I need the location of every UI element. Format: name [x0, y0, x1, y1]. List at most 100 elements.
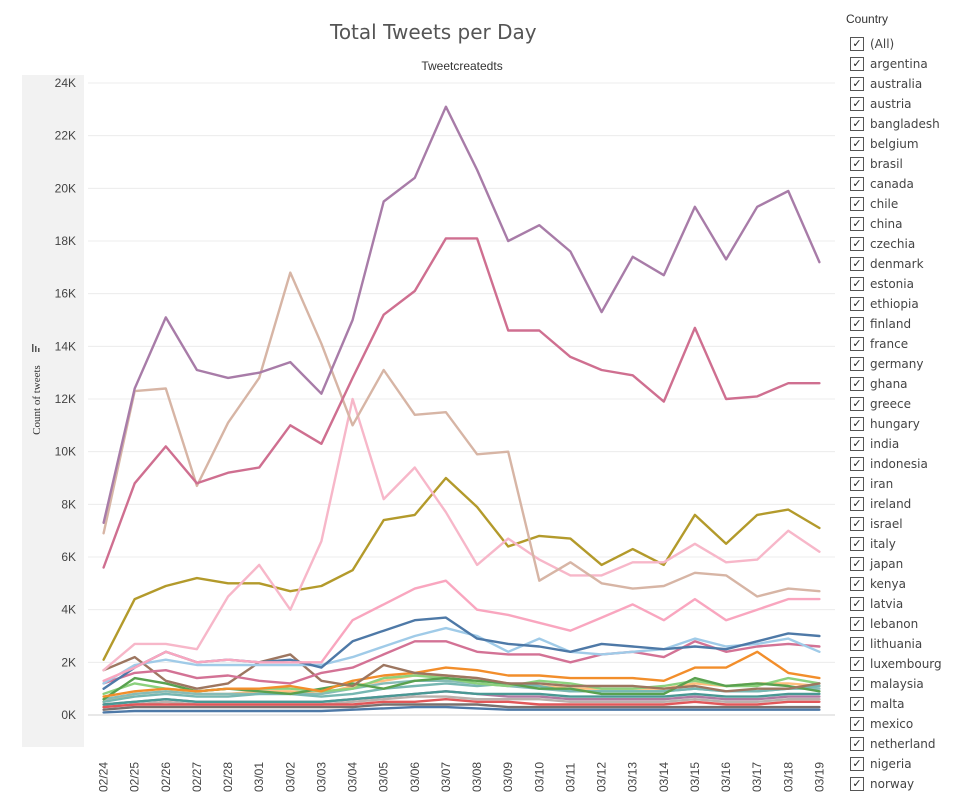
checkbox-checked-icon[interactable]: ✓	[850, 117, 864, 131]
series-line[interactable]	[102, 237, 821, 569]
checkbox-checked-icon[interactable]: ✓	[850, 217, 864, 231]
legend-item[interactable]: ✓ mexico	[846, 714, 968, 734]
checkbox-checked-icon[interactable]: ✓	[850, 737, 864, 751]
legend-item[interactable]: ✓ iran	[846, 474, 968, 494]
series-line[interactable]	[102, 105, 821, 524]
legend-item[interactable]: ✓ germany	[846, 354, 968, 374]
legend-item[interactable]: ✓ finland	[846, 314, 968, 334]
legend-item[interactable]: ✓ norway	[846, 774, 968, 794]
series-line[interactable]	[102, 653, 821, 693]
legend-item[interactable]: ✓ china	[846, 214, 968, 234]
checkbox-checked-icon[interactable]: ✓	[850, 497, 864, 511]
checkbox-checked-icon[interactable]: ✓	[850, 457, 864, 471]
legend-item[interactable]: ✓ malta	[846, 694, 968, 714]
checkbox-checked-icon[interactable]: ✓	[850, 577, 864, 591]
legend-item[interactable]: ✓ chile	[846, 194, 968, 214]
series-line[interactable]	[102, 397, 821, 672]
legend-item[interactable]: ✓ netherland	[846, 734, 968, 754]
checkbox-checked-icon[interactable]: ✓	[850, 717, 864, 731]
checkbox-checked-icon[interactable]: ✓	[850, 437, 864, 451]
checkbox-checked-icon[interactable]: ✓	[850, 157, 864, 171]
checkbox-checked-icon[interactable]: ✓	[850, 137, 864, 151]
checkbox-checked-icon[interactable]: ✓	[850, 537, 864, 551]
legend-item[interactable]: ✓ argentina	[846, 54, 968, 74]
x-tick-label: 03/18	[781, 762, 795, 792]
checkbox-checked-icon[interactable]: ✓	[850, 617, 864, 631]
checkbox-checked-icon[interactable]: ✓	[850, 477, 864, 491]
legend-item[interactable]: ✓ (All)	[846, 34, 968, 54]
checkbox-checked-icon[interactable]: ✓	[850, 277, 864, 291]
x-tick-label: 03/10	[532, 762, 546, 792]
checkbox-checked-icon[interactable]: ✓	[850, 337, 864, 351]
legend-item[interactable]: ✓ latvia	[846, 594, 968, 614]
legend-item[interactable]: ✓ italy	[846, 534, 968, 554]
series-line[interactable]	[102, 476, 821, 661]
legend-item-label: france	[870, 337, 909, 351]
checkbox-checked-icon[interactable]: ✓	[850, 37, 864, 51]
checkbox-checked-icon[interactable]: ✓	[850, 517, 864, 531]
checkbox-checked-icon[interactable]: ✓	[850, 57, 864, 71]
checkbox-checked-icon[interactable]: ✓	[850, 637, 864, 651]
legend-item[interactable]: ✓ malaysia	[846, 674, 968, 694]
legend-item[interactable]: ✓ ghana	[846, 374, 968, 394]
legend-item[interactable]: ✓ japan	[846, 554, 968, 574]
legend-item[interactable]: ✓ czechia	[846, 234, 968, 254]
checkbox-checked-icon[interactable]: ✓	[850, 177, 864, 191]
legend-item[interactable]: ✓ india	[846, 434, 968, 454]
checkbox-checked-icon[interactable]: ✓	[850, 697, 864, 711]
legend-item[interactable]: ✓ greece	[846, 394, 968, 414]
legend-item[interactable]: ✓ canada	[846, 174, 968, 194]
y-tick-label: 16K	[55, 287, 76, 301]
series-line[interactable]	[102, 682, 821, 703]
checkbox-checked-icon[interactable]: ✓	[850, 597, 864, 611]
legend-item[interactable]: ✓ australia	[846, 74, 968, 94]
series-line[interactable]	[102, 703, 821, 711]
legend-item[interactable]: ✓ israel	[846, 514, 968, 534]
checkbox-checked-icon[interactable]: ✓	[850, 297, 864, 311]
checkbox-checked-icon[interactable]: ✓	[850, 237, 864, 251]
series-line[interactable]	[102, 579, 821, 682]
legend-item[interactable]: ✓ estonia	[846, 274, 968, 294]
legend-item[interactable]: ✓ nigeria	[846, 754, 968, 774]
checkbox-checked-icon[interactable]: ✓	[850, 257, 864, 271]
series-line[interactable]	[102, 690, 821, 706]
legend-item[interactable]: ✓ luxembourg	[846, 654, 968, 674]
checkbox-checked-icon[interactable]: ✓	[850, 377, 864, 391]
checkbox-checked-icon[interactable]: ✓	[850, 357, 864, 371]
checkbox-checked-icon[interactable]: ✓	[850, 197, 864, 211]
series-line[interactable]	[102, 640, 821, 685]
checkbox-checked-icon[interactable]: ✓	[850, 397, 864, 411]
legend-item[interactable]: ✓ brasil	[846, 154, 968, 174]
checkbox-checked-icon[interactable]: ✓	[850, 677, 864, 691]
legend-item[interactable]: ✓ denmark	[846, 254, 968, 274]
series-line[interactable]	[102, 705, 821, 714]
series-lines	[102, 105, 821, 714]
checkbox-checked-icon[interactable]: ✓	[850, 97, 864, 111]
checkbox-checked-icon[interactable]: ✓	[850, 417, 864, 431]
checkbox-checked-icon[interactable]: ✓	[850, 757, 864, 771]
sort-icon[interactable]	[32, 344, 40, 352]
series-line[interactable]	[102, 626, 821, 685]
legend-item[interactable]: ✓ belgium	[846, 134, 968, 154]
series-line[interactable]	[102, 271, 821, 598]
x-tick-label: 03/19	[812, 762, 826, 792]
legend-item[interactable]: ✓ hungary	[846, 414, 968, 434]
legend-item[interactable]: ✓ bangladesh	[846, 114, 968, 134]
legend-item[interactable]: ✓ ethiopia	[846, 294, 968, 314]
checkbox-checked-icon[interactable]: ✓	[850, 317, 864, 331]
series-line[interactable]	[102, 650, 821, 698]
checkbox-checked-icon[interactable]: ✓	[850, 77, 864, 91]
legend-item[interactable]: ✓ lebanon	[846, 614, 968, 634]
legend-item[interactable]: ✓ france	[846, 334, 968, 354]
checkbox-checked-icon[interactable]: ✓	[850, 777, 864, 791]
legend-item[interactable]: ✓ lithuania	[846, 634, 968, 654]
checkbox-checked-icon[interactable]: ✓	[850, 657, 864, 671]
legend-item[interactable]: ✓ kenya	[846, 574, 968, 594]
x-tick-label: 02/24	[97, 762, 111, 792]
legend-item-label: bangladesh	[870, 117, 940, 131]
legend-item[interactable]: ✓ indonesia	[846, 454, 968, 474]
series-line[interactable]	[102, 698, 821, 709]
legend-item[interactable]: ✓ austria	[846, 94, 968, 114]
legend-item[interactable]: ✓ ireland	[846, 494, 968, 514]
checkbox-checked-icon[interactable]: ✓	[850, 557, 864, 571]
